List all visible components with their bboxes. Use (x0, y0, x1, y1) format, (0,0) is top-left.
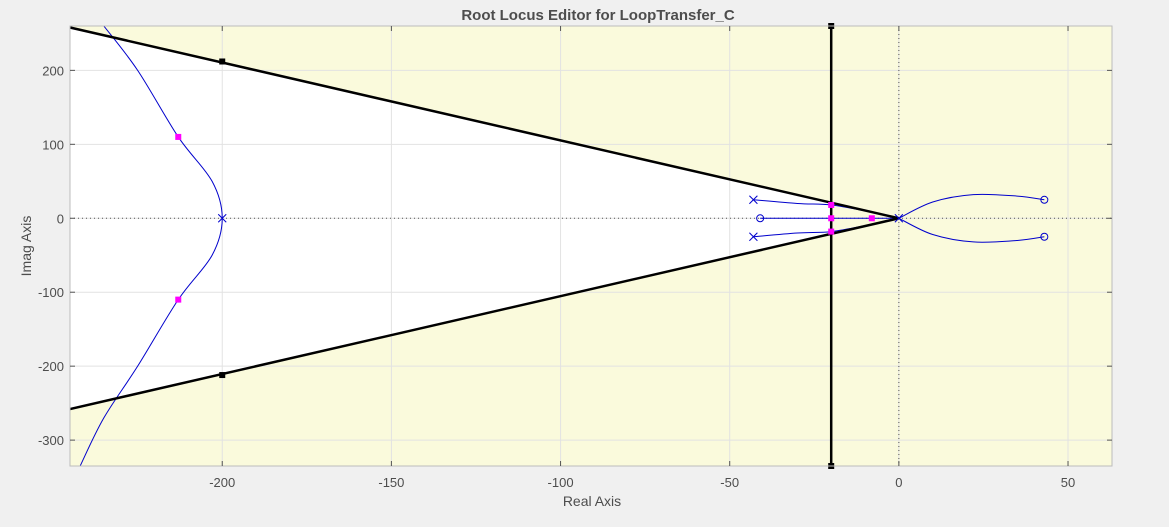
closed-loop-pole-marker (175, 133, 182, 140)
x-tick-label: -150 (378, 475, 404, 490)
locus-branch (898, 193, 1045, 219)
locus-branch (898, 217, 1045, 243)
open-loop-pole-marker (749, 232, 758, 242)
closed-loop-pole-marker (868, 215, 875, 222)
closed-loop-pole-marker (828, 215, 835, 222)
pole-zero-markers (175, 133, 1049, 303)
y-tick-label: -100 (38, 285, 64, 300)
plot-border (69, 25, 1113, 467)
open-loop-zero-marker (1040, 232, 1049, 241)
x-axis-ticks: -200 -150 -100 -50 0 50 (209, 26, 1075, 490)
open-loop-zero-marker (756, 214, 765, 223)
closed-loop-pole-marker (828, 228, 835, 235)
y-tick-label: -200 (38, 359, 64, 374)
open-loop-pole-marker (894, 213, 904, 223)
y-axis-ticks: -300 -200 -100 0 100 200 (38, 63, 1112, 448)
open-loop-pole-marker (217, 213, 227, 223)
y-tick-label: 200 (42, 63, 64, 78)
y-axis-label: Imag Axis (18, 216, 34, 277)
open-loop-pole-marker (749, 195, 758, 205)
locus-branch (79, 26, 223, 466)
damping-constraint-line (69, 217, 900, 411)
constraint-handle (219, 372, 226, 379)
closed-loop-pole-marker (175, 296, 182, 303)
zero-lines (70, 26, 1112, 466)
x-tick-label: -200 (209, 475, 235, 490)
y-tick-label: -300 (38, 433, 64, 448)
x-tick-label: -50 (720, 475, 739, 490)
damping-constraint-line (69, 26, 900, 220)
y-tick-label: 100 (42, 137, 64, 152)
x-tick-label: 0 (895, 475, 902, 490)
x-tick-label: -100 (548, 475, 574, 490)
y-tick-label: 0 (57, 211, 64, 226)
closed-loop-pole-marker (828, 201, 835, 208)
open-loop-zero-marker (1040, 195, 1049, 204)
x-axis-label: Real Axis (563, 493, 621, 509)
design-constraints[interactable] (69, 23, 900, 469)
chart-title: Root Locus Editor for LoopTransfer_C (461, 7, 735, 24)
constraint-handle (219, 58, 226, 65)
x-tick-label: 50 (1061, 475, 1075, 490)
